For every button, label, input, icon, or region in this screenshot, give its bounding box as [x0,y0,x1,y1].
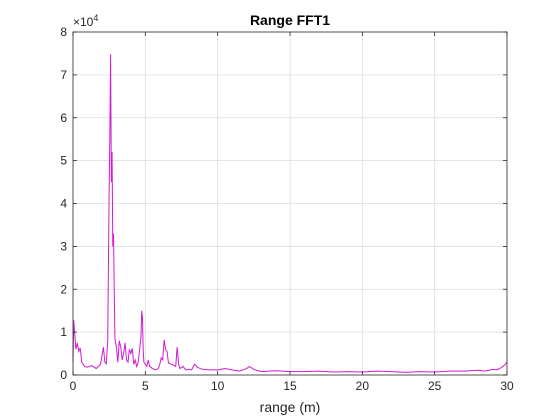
y-tick-label: 5 [60,154,67,168]
y-tick-label: 8 [60,25,67,39]
y-tick-label: 1 [60,325,67,339]
x-tick-label: 5 [142,379,149,393]
chart-title: Range FFT1 [250,12,330,28]
y-tick-label: 4 [60,197,67,211]
y-tick-label: 2 [60,282,67,296]
x-axis: 0 5 10 15 20 25 30 [70,32,514,393]
y-tick-label: 7 [60,68,67,82]
x-tick-label: 15 [283,379,297,393]
y-tick-label: 3 [60,239,67,253]
x-axis-label: range (m) [260,399,321,415]
y-exponent-label: ×104 [73,13,98,29]
x-tick-label: 10 [211,379,225,393]
series-line [72,54,508,373]
y-exponent-power: 4 [93,13,98,23]
x-tick-label: 30 [500,379,514,393]
y-tick-label: 0 [60,368,67,382]
y-tick-label: 6 [60,111,67,125]
x-tick-label: 20 [356,379,370,393]
x-tick-label: 0 [70,379,77,393]
y-axis: 0 1 2 3 4 5 6 7 8 [60,25,507,382]
x-tick-label: 25 [428,379,442,393]
grid-lines [73,32,507,375]
y-exponent-base: ×10 [73,15,94,29]
